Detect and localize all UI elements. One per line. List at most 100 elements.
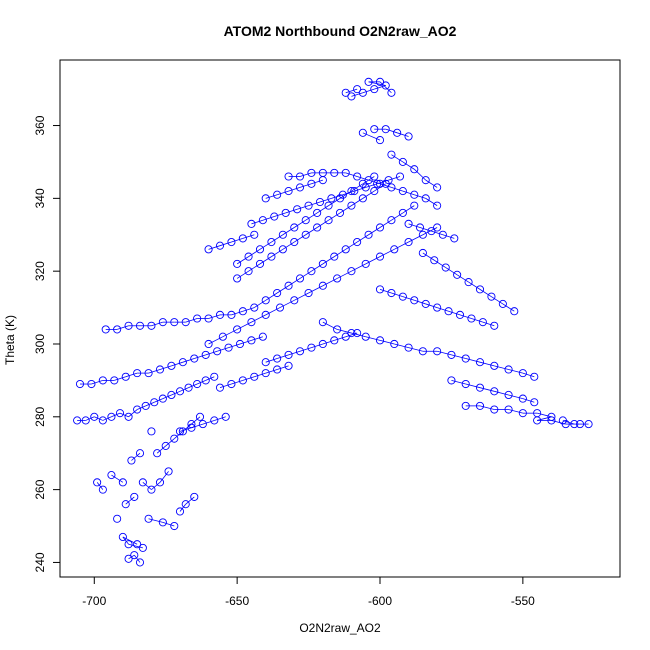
data-point — [293, 205, 302, 214]
trajectory-segment — [437, 307, 449, 312]
trajectory-segment — [357, 176, 369, 181]
y-axis-label: Theta (K) — [3, 315, 17, 365]
trajectory-segment — [119, 412, 129, 418]
data-point — [441, 263, 450, 272]
trajectory-segment — [402, 296, 415, 301]
trajectory-segment — [208, 336, 224, 345]
trajectory-segment — [351, 92, 363, 97]
data-point — [258, 216, 267, 225]
trajectory-segment — [128, 409, 138, 418]
data-point — [353, 172, 362, 181]
trajectory-segment — [125, 496, 135, 505]
data-point — [375, 179, 385, 188]
x-tick-label: -600 — [368, 594, 392, 608]
data-point — [170, 521, 179, 531]
data-point — [90, 412, 99, 421]
trajectory-segment — [408, 223, 421, 228]
data-point — [110, 376, 119, 385]
trajectory-segment — [254, 372, 266, 378]
trajectory-segment — [508, 394, 523, 399]
data-point — [158, 394, 167, 403]
data-point — [387, 150, 396, 159]
trajectory-segment — [322, 339, 335, 345]
data-point — [453, 270, 462, 279]
data-point — [475, 285, 485, 294]
data-point — [335, 194, 345, 203]
data-point — [227, 310, 236, 319]
trajectory-segment — [337, 329, 352, 334]
trajectory-segment — [351, 198, 364, 206]
data-point — [364, 176, 373, 185]
data-point — [98, 376, 107, 385]
data-point — [504, 390, 513, 400]
data-point — [273, 354, 282, 363]
trajectory-segment — [345, 241, 358, 250]
trajectory-segment — [379, 248, 395, 257]
data-point — [410, 201, 419, 210]
data-point — [81, 416, 90, 425]
trajectory-segment — [471, 318, 483, 323]
trajectory-segment — [133, 554, 141, 563]
trajectory-segment — [365, 256, 381, 265]
trajectory-segment — [259, 241, 272, 250]
data-point — [218, 332, 227, 341]
data-point — [284, 187, 293, 196]
trajectory-segment — [265, 292, 278, 301]
data-point — [375, 336, 385, 345]
trajectory-segment — [354, 187, 366, 192]
data-point — [387, 216, 396, 225]
data-point — [358, 194, 367, 203]
data-point — [490, 405, 499, 414]
trajectory-segment — [288, 187, 301, 192]
trajectory-segment — [437, 350, 452, 356]
data-point — [318, 281, 327, 290]
data-point — [533, 416, 542, 425]
trajectory-segment — [308, 201, 321, 207]
trajectory-segment — [465, 358, 481, 363]
trajectory-segment — [379, 288, 392, 294]
trajectory-segment — [276, 285, 289, 294]
trajectory-segment — [351, 183, 364, 192]
trajectory-segment — [388, 176, 401, 181]
data-point — [267, 252, 276, 261]
trajectory-segment — [394, 343, 409, 349]
data-point — [158, 518, 167, 527]
data-point — [301, 230, 310, 239]
data-point — [107, 412, 116, 421]
data-point — [313, 223, 322, 232]
trajectory-segment — [465, 383, 481, 389]
data-point — [353, 237, 362, 247]
data-point — [175, 387, 185, 396]
trajectory-segment — [334, 336, 346, 341]
data-point — [324, 201, 333, 210]
data-point — [161, 441, 170, 450]
y-tick-label: 240 — [33, 552, 47, 572]
data-point — [467, 314, 476, 323]
data-point — [324, 216, 333, 225]
trajectory-segment — [242, 234, 255, 239]
data-point — [398, 157, 407, 166]
data-point — [135, 449, 145, 458]
trajectory-segment — [422, 227, 438, 236]
data-point — [350, 187, 359, 196]
trajectory-segment — [391, 187, 403, 192]
data-point — [190, 492, 199, 501]
data-point — [238, 234, 247, 243]
trajectory-segment — [288, 350, 301, 356]
trajectory-segment — [402, 205, 415, 214]
data-point — [133, 405, 142, 414]
data-point — [221, 412, 230, 421]
data-point — [330, 252, 339, 261]
data-point — [341, 168, 350, 177]
trajectory-segment — [156, 445, 166, 454]
data-point — [113, 325, 122, 334]
trajectory-segment — [451, 380, 466, 385]
trajectory-segment — [419, 227, 432, 232]
data-point — [107, 471, 116, 480]
trajectory-segment — [394, 241, 409, 250]
data-point — [133, 540, 142, 549]
data-point — [307, 267, 316, 276]
data-point — [121, 372, 130, 381]
trajectory-segment — [479, 387, 495, 392]
